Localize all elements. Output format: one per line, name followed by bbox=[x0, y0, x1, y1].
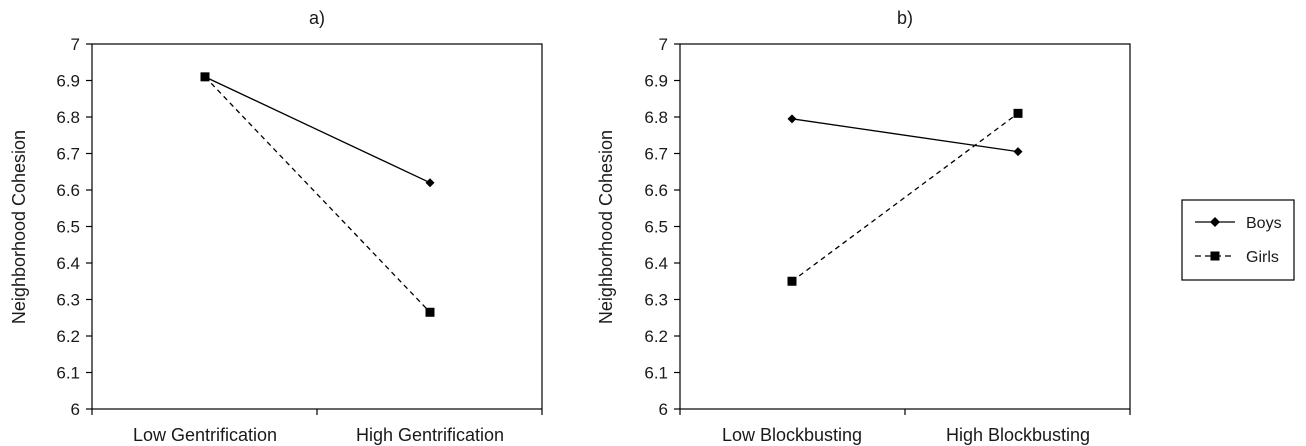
legend-boys-label: Boys bbox=[1246, 215, 1282, 232]
panel-b-series bbox=[787, 108, 1023, 286]
panel-b-y-tick-label-4: 6.4 bbox=[644, 254, 668, 273]
panel-a-y-tick-label-3: 6.3 bbox=[56, 291, 80, 310]
panel-a-category-label-0: Low Gentrification bbox=[133, 425, 277, 445]
legend-girls-label: Girls bbox=[1246, 249, 1279, 266]
panel-b-girls-point-0 bbox=[787, 276, 797, 286]
panel-a-y-tick-label-7: 6.7 bbox=[56, 145, 80, 164]
panel-b-category-label-0: Low Blockbusting bbox=[722, 425, 862, 445]
panel-a-y-tick-label-2: 6.2 bbox=[56, 327, 80, 346]
panel-b-y-tick-label-8: 6.8 bbox=[644, 108, 668, 127]
panel-b-y-tick-label-1: 6.1 bbox=[644, 364, 668, 383]
panel-b-y-tick-label-10: 7 bbox=[659, 35, 668, 54]
panel-b-ticks: 6 6.1 6.2 6.3 6.4 6.5 6.6 6.7 6.8 6.9 7 bbox=[644, 35, 1131, 419]
legend-boys-diamond-marker bbox=[1210, 217, 1220, 227]
panel-a-y-tick-label-4: 6.4 bbox=[56, 254, 80, 273]
panel-a-y-tick-label-9: 6.9 bbox=[56, 72, 80, 91]
panel-a-y-tick-label-5: 6.5 bbox=[56, 218, 80, 237]
panel-a-series bbox=[200, 72, 435, 317]
panel-a-girls-point-0 bbox=[200, 72, 210, 82]
panel-b-y-tick-label-5: 6.5 bbox=[644, 218, 668, 237]
panel-b-girls-line bbox=[791, 112, 1019, 282]
panel-b-y-axis-title: Neighborhood Cohesion bbox=[596, 130, 616, 324]
panel-b-title: b) bbox=[897, 8, 913, 28]
panel-a-y-tick-label-10: 7 bbox=[71, 35, 80, 54]
panel-a-ticks: 6 6.1 6.2 6.3 6.4 6.5 6.6 6.7 6.8 6.9 7 bbox=[56, 35, 543, 419]
panel-a-chart: a) Neighborhood Cohesion 6 6.1 6.2 6.3 6.4 6.… bbox=[9, 8, 543, 445]
panel-a-girls-point-1 bbox=[425, 307, 435, 317]
panel-a-y-tick-label-8: 6.8 bbox=[56, 108, 80, 127]
panel-b-y-tick-label-0: 6 bbox=[659, 400, 668, 419]
panel-b-y-tick-label-3: 6.3 bbox=[644, 291, 668, 310]
panel-b-girls-point-1 bbox=[1013, 108, 1023, 118]
panel-a-category-label-1: High Gentrification bbox=[356, 425, 504, 445]
panel-b-boys-line bbox=[791, 118, 1019, 153]
panel-a-girls-line bbox=[204, 76, 431, 313]
panel-b-chart: b) Neighborhood Cohesion 6 6.1 6.2 6.3 6.4 6.… bbox=[596, 8, 1131, 445]
panel-b-boys-point-1 bbox=[1013, 147, 1023, 157]
panel-b-boys-point-0 bbox=[787, 114, 797, 124]
panel-b-plot-frame bbox=[679, 43, 1131, 410]
panel-b-category-label-1: High Blockbusting bbox=[946, 425, 1090, 445]
panel-a-y-axis-title: Neighborhood Cohesion bbox=[9, 130, 29, 324]
panel-b-y-tick-label-2: 6.2 bbox=[644, 327, 668, 346]
panel-a-y-tick-label-6: 6.6 bbox=[56, 181, 80, 200]
panel-a-y-tick-label-1: 6.1 bbox=[56, 364, 80, 383]
panel-b-y-tick-label-6: 6.6 bbox=[644, 181, 668, 200]
panel-b-y-tick-label-7: 6.7 bbox=[644, 145, 668, 164]
legend: Boys Girls bbox=[1181, 199, 1295, 281]
legend-frame bbox=[1181, 199, 1295, 281]
panel-a-y-tick-label-0: 6 bbox=[71, 400, 80, 419]
panel-a-title: a) bbox=[309, 8, 325, 28]
panel-a-boys-point-1 bbox=[425, 178, 435, 188]
panel-a-plot-frame bbox=[91, 43, 543, 410]
legend-girls-square-marker bbox=[1210, 251, 1220, 261]
panel-a-boys-line bbox=[204, 76, 431, 184]
panel-b-y-tick-label-9: 6.9 bbox=[644, 72, 668, 91]
